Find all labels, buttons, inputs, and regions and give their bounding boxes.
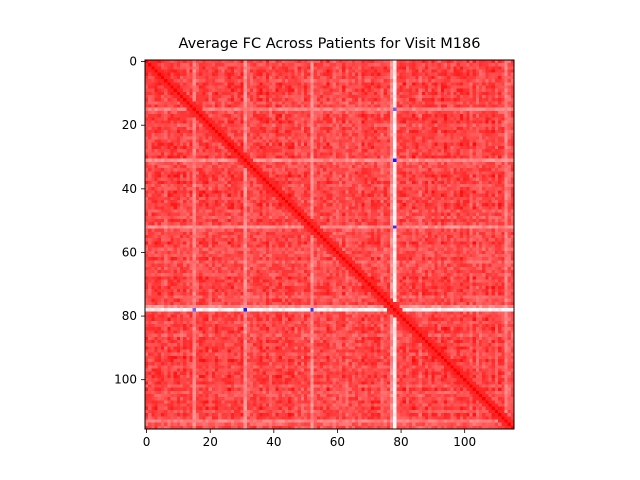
y-tick-label: 80 [122, 309, 137, 323]
x-tick-label: 40 [266, 435, 281, 449]
y-tick-label: 60 [122, 245, 137, 259]
x-tick-label: 60 [330, 435, 345, 449]
x-axis: 0 20 40 60 80 100 [143, 429, 476, 449]
heatmap-matrix [145, 60, 514, 429]
y-tick-label: 0 [129, 55, 137, 69]
y-tick-label: 40 [122, 182, 137, 196]
plot-frame [144, 59, 515, 430]
y-tick-label: 20 [122, 118, 137, 132]
x-tick-label: 100 [453, 435, 476, 449]
y-axis: 0 20 40 60 80 100 [114, 55, 145, 387]
y-tick-label: 100 [114, 373, 137, 387]
x-tick-label: 20 [203, 435, 218, 449]
chart-title: Average FC Across Patients for Visit M18… [179, 36, 481, 52]
x-tick-label: 0 [143, 435, 151, 449]
x-tick-label: 80 [393, 435, 408, 449]
